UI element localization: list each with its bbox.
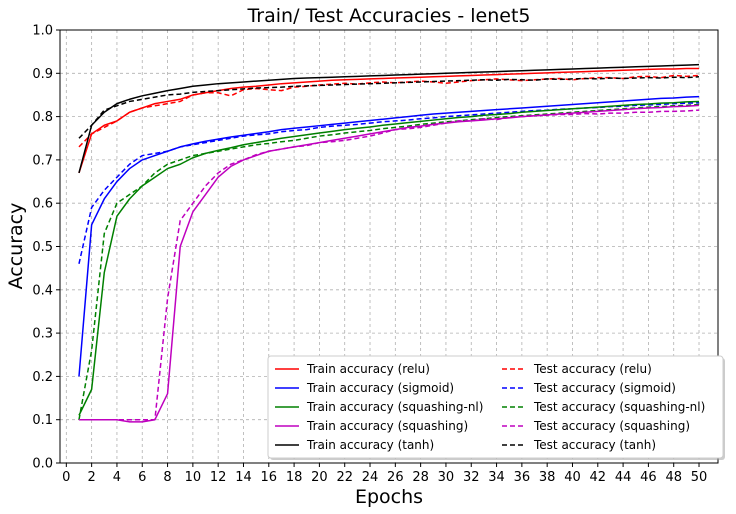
x-tick-label: 8	[163, 470, 171, 485]
series-line-test-accuracy-tanh	[78, 76, 700, 139]
series-line-train-accuracy-tanh	[78, 63, 700, 174]
series-line-test-accuracy-relu	[78, 74, 700, 148]
x-tick-label: 20	[311, 470, 328, 485]
y-axis-ticks: 0.0 0.1 0.2 0.3 0.4 0.5 0.6 0.7 0.8 0.9 1.0	[32, 24, 60, 472]
legend-label: Test accuracy (relu)	[533, 362, 652, 376]
chart-title: Train/ Test Accuracies - lenet5	[246, 5, 530, 27]
x-tick-label: 48	[665, 470, 682, 485]
x-tick-label: 32	[463, 470, 480, 485]
legend-label: Test accuracy (squashing)	[533, 419, 690, 433]
x-tick-label: 44	[615, 470, 632, 485]
x-tick-label: 46	[640, 470, 657, 485]
x-tick-label: 4	[113, 470, 121, 485]
y-tick-label: 0.8	[32, 110, 53, 125]
y-tick-label: 0.9	[32, 67, 53, 82]
x-tick-label: 2	[87, 470, 95, 485]
x-tick-label: 14	[235, 470, 252, 485]
x-tick-label: 34	[488, 470, 505, 485]
x-tick-label: 50	[691, 470, 708, 485]
y-tick-label: 0.0	[32, 457, 53, 472]
series-line-test-accuracy-squashing-nl	[78, 103, 700, 420]
legend: Train accuracy (relu) Test accuracy (relu…	[267, 355, 725, 460]
legend-label: Train accuracy (tanh)	[306, 438, 434, 452]
legend-box	[267, 355, 724, 459]
y-axis-label: Accuracy	[5, 203, 27, 290]
x-axis-label: Epochs	[355, 486, 423, 508]
series-line-test-accuracy-squashing	[78, 109, 700, 421]
legend-label: Test accuracy (sigmoid)	[533, 381, 676, 395]
x-axis-ticks: 0 2 4 6 8 10 12 14 16 18 20 22 24 26 28 30 32 34 36 38 40 42 4…	[62, 463, 707, 485]
series-layer	[78, 63, 700, 423]
legend-label: Train accuracy (relu)	[306, 362, 430, 376]
x-tick-label: 26	[387, 470, 404, 485]
x-tick-label: 30	[438, 470, 455, 485]
x-tick-label: 38	[539, 470, 556, 485]
legend-label: Test accuracy (squashing-nl)	[533, 400, 705, 414]
x-tick-label: 40	[564, 470, 581, 485]
x-tick-label: 0	[62, 470, 70, 485]
x-tick-label: 24	[362, 470, 379, 485]
x-tick-label: 10	[185, 470, 202, 485]
legend-label: Train accuracy (sigmoid)	[306, 381, 454, 395]
legend-label: Train accuracy (squashing-nl)	[306, 400, 483, 414]
y-tick-label: 0.7	[32, 153, 53, 168]
y-tick-label: 0.1	[32, 413, 53, 428]
series-line-train-accuracy-relu	[78, 67, 700, 174]
x-tick-label: 18	[286, 470, 303, 485]
x-tick-label: 42	[590, 470, 607, 485]
x-tick-label: 36	[514, 470, 531, 485]
y-tick-label: 0.6	[32, 197, 53, 212]
y-tick-label: 0.2	[32, 370, 53, 385]
x-tick-label: 6	[138, 470, 146, 485]
x-tick-label: 12	[210, 470, 227, 485]
x-tick-label: 22	[336, 470, 353, 485]
legend-label: Train accuracy (squashing)	[306, 419, 468, 433]
y-tick-label: 0.4	[32, 283, 53, 298]
series-line-train-accuracy-squashing-nl	[78, 100, 700, 416]
y-tick-label: 0.5	[32, 240, 53, 255]
legend-label: Test accuracy (tanh)	[533, 438, 656, 452]
y-tick-label: 0.3	[32, 327, 53, 342]
x-tick-label: 16	[261, 470, 278, 485]
x-tick-label: 28	[412, 470, 429, 485]
y-tick-label: 1.0	[32, 24, 53, 39]
